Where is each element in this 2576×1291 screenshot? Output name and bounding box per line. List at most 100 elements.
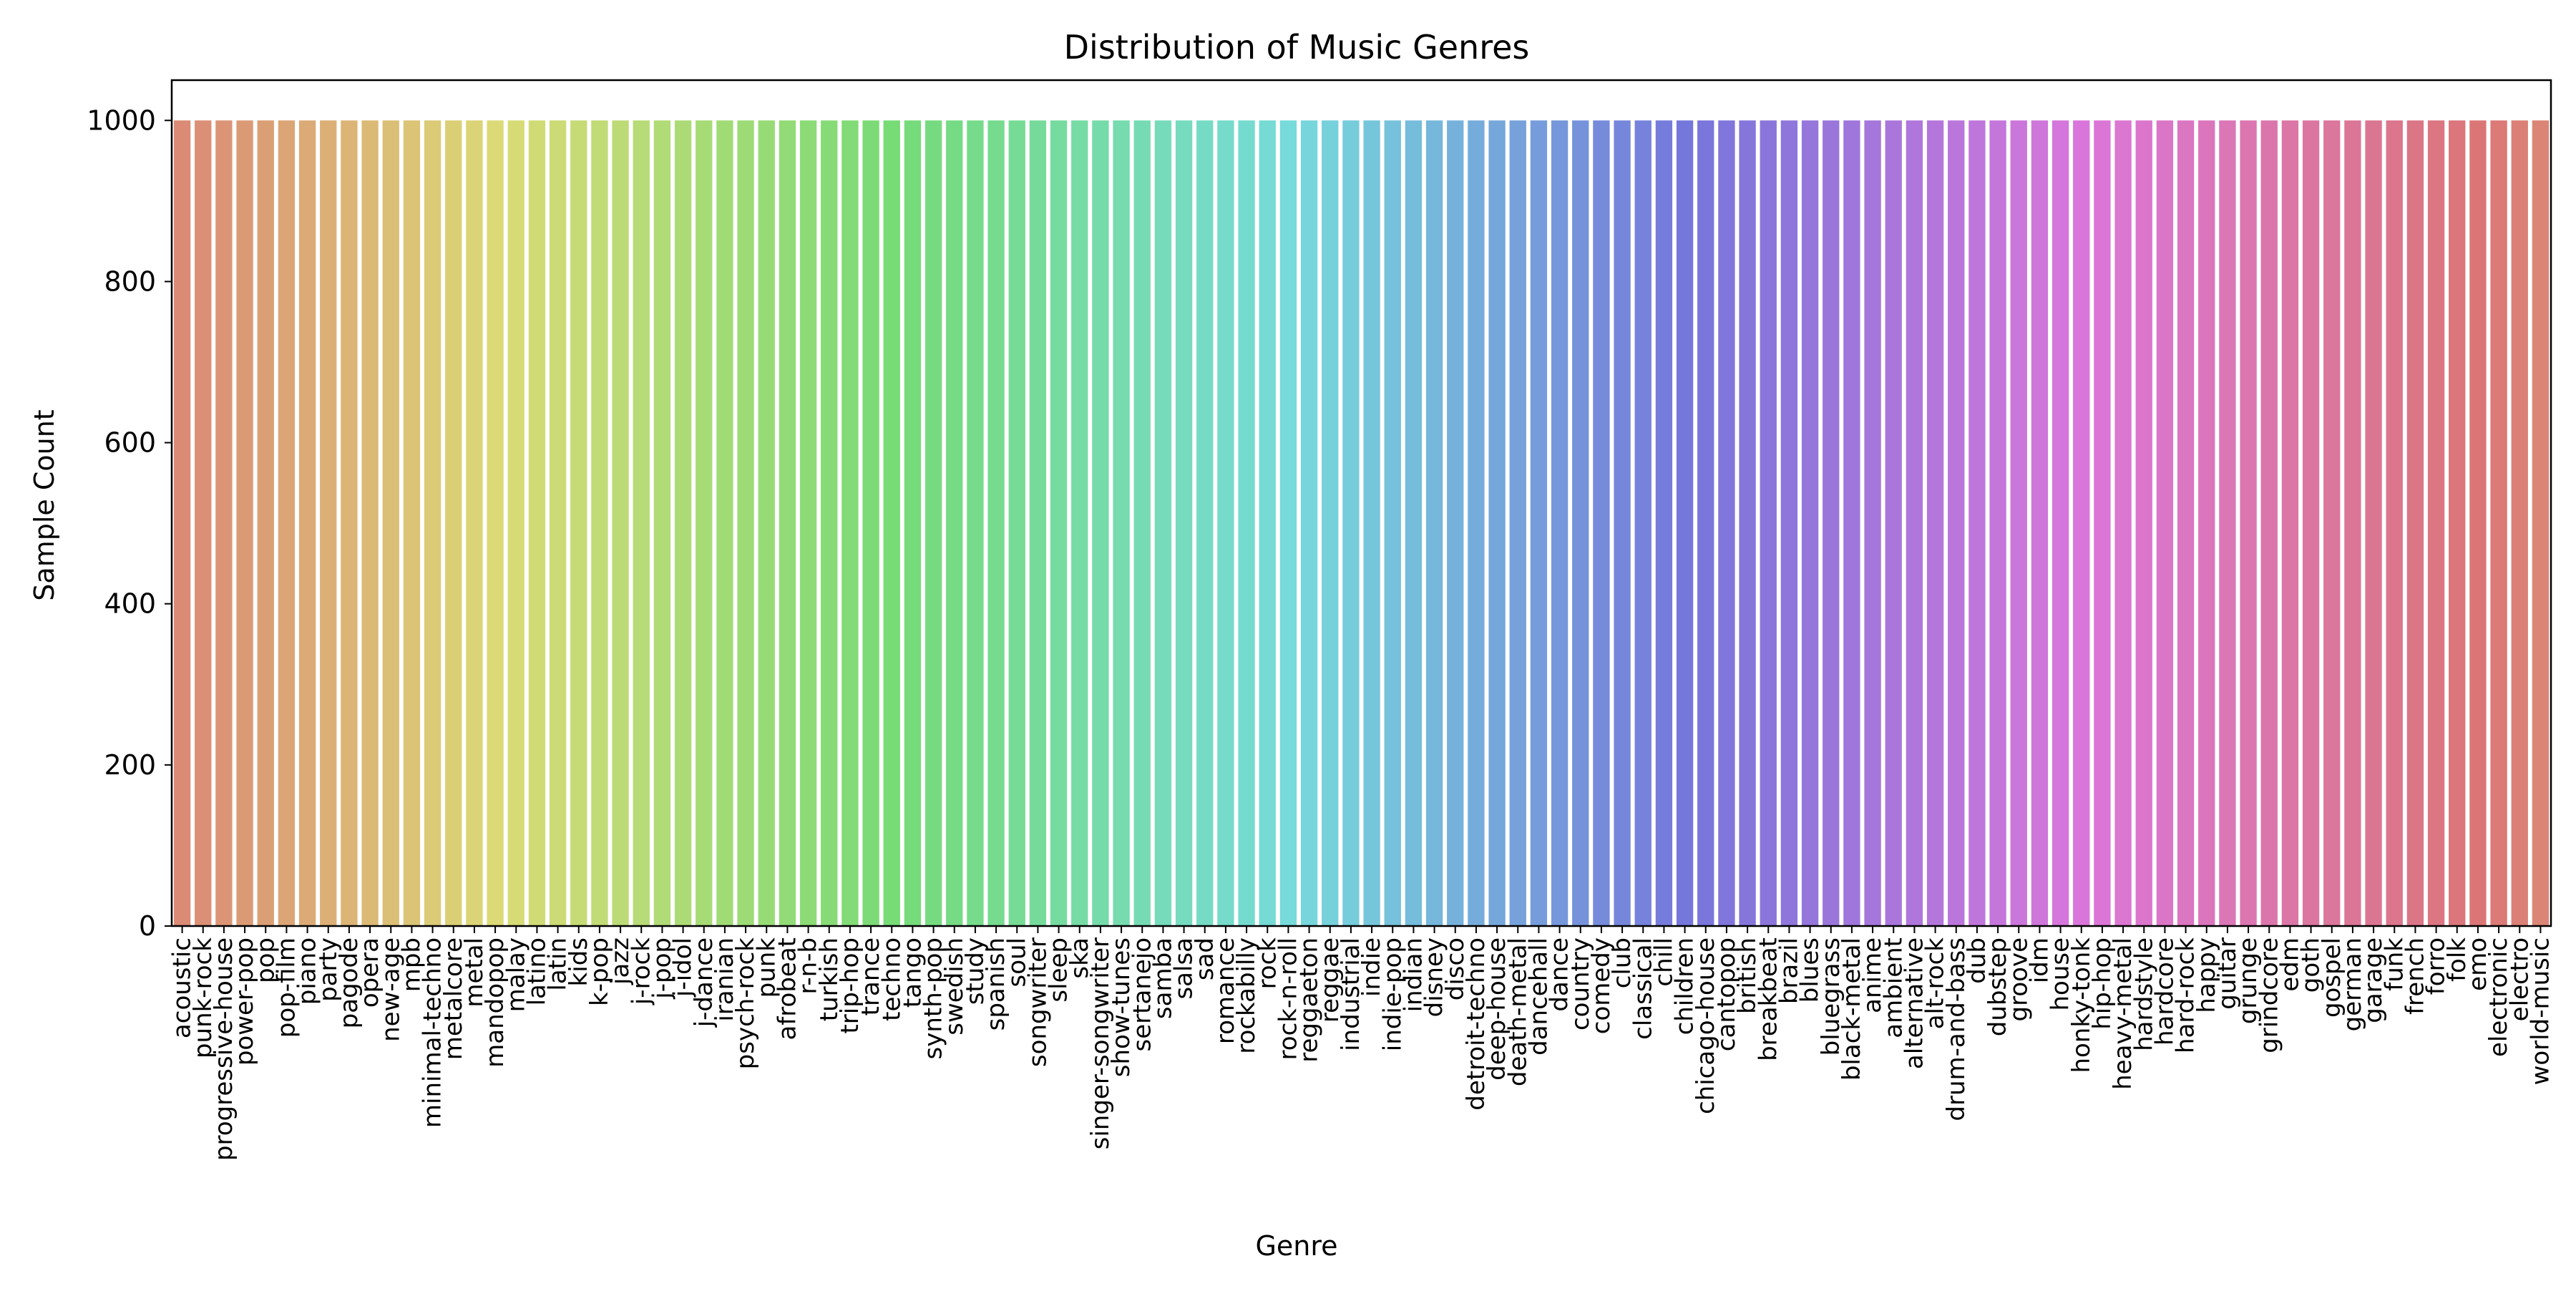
x-tick-label: electro bbox=[2505, 937, 2534, 1021]
bar-iranian bbox=[716, 120, 733, 926]
y-tick-label: 200 bbox=[104, 749, 156, 781]
x-tick-label: singer-songwriter bbox=[1086, 937, 1115, 1149]
x-tick-label: malay bbox=[502, 937, 530, 1012]
bar-trip-hop bbox=[841, 120, 859, 926]
x-tick-label: black-metal bbox=[1838, 937, 1866, 1081]
x-tick-label: death-metal bbox=[1503, 937, 1532, 1086]
plot-frame bbox=[170, 79, 2552, 927]
x-tick-label: breakbeat bbox=[1754, 937, 1782, 1061]
bar-power-pop bbox=[236, 120, 253, 926]
bar-j-dance bbox=[696, 120, 713, 926]
bar-comedy bbox=[1593, 120, 1610, 926]
bar-groove bbox=[2010, 120, 2027, 926]
bar-minimal-techno bbox=[424, 120, 441, 926]
x-tick-label: detroit-techno bbox=[1462, 937, 1491, 1111]
y-tick-label: 600 bbox=[104, 427, 156, 459]
bar-j-pop bbox=[653, 120, 671, 926]
x-tick-label: british bbox=[1733, 937, 1762, 1014]
x-tick-label: piano bbox=[293, 937, 322, 1005]
bar-forro bbox=[2427, 120, 2445, 926]
bar-rock-n-roll bbox=[1279, 120, 1297, 926]
bar-indian bbox=[1405, 120, 1423, 926]
x-tick-label: pagode bbox=[335, 937, 364, 1028]
bar-salsa bbox=[1175, 120, 1193, 926]
bar-j-rock bbox=[633, 120, 650, 926]
x-tick-label: world-music bbox=[2526, 937, 2555, 1085]
x-tick-label: tango bbox=[898, 937, 927, 1008]
x-tick-label: indie-pop bbox=[1378, 937, 1407, 1051]
x-tick-label: groove bbox=[2004, 937, 2033, 1021]
bar-hard-rock bbox=[2177, 120, 2195, 926]
bar-house bbox=[2051, 120, 2069, 926]
bar-pop-film bbox=[278, 120, 296, 926]
bar-grindcore bbox=[2260, 120, 2278, 926]
x-axis: acousticpunk-rockprogressive-housepower-… bbox=[168, 926, 2555, 1161]
x-tick-label: hard-rock bbox=[2172, 937, 2200, 1053]
bar-industrial bbox=[1342, 120, 1360, 926]
bar-alt-rock bbox=[1926, 120, 1944, 926]
bar-country bbox=[1572, 120, 1589, 926]
x-tick-label: songwriter bbox=[1023, 937, 1052, 1067]
bar-guitar bbox=[2219, 120, 2236, 926]
bar-songwriter bbox=[1029, 120, 1047, 926]
x-tick-label: synth-pop bbox=[919, 937, 948, 1060]
bar-brazil bbox=[1780, 120, 1798, 926]
bar-idm bbox=[2031, 120, 2049, 926]
bar-indie-pop bbox=[1384, 120, 1401, 926]
chart-title: Distribution of Music Genres bbox=[1064, 28, 1530, 67]
x-tick-label: country bbox=[1566, 937, 1595, 1031]
x-tick-label: brazil bbox=[1775, 937, 1803, 1004]
x-tick-label: k-pop bbox=[585, 937, 614, 1006]
x-tick-label: romance bbox=[1211, 937, 1240, 1044]
y-tick-label: 1000 bbox=[87, 104, 156, 136]
bar-pop bbox=[257, 120, 274, 926]
bar-alternative bbox=[1906, 120, 1923, 926]
x-tick-label: classical bbox=[1629, 937, 1657, 1040]
x-tick-label: rock-n-roll bbox=[1274, 937, 1302, 1060]
y-axis-label: Sample Count bbox=[29, 409, 60, 600]
bar-british bbox=[1739, 120, 1756, 926]
x-tick-label: chicago-house bbox=[1692, 937, 1720, 1114]
bar-deep-house bbox=[1488, 120, 1506, 926]
x-tick-label: hip-hop bbox=[2088, 937, 2117, 1030]
x-tick-label: guitar bbox=[2213, 937, 2242, 1010]
x-tick-label: forro bbox=[2422, 937, 2451, 995]
bar-punk-rock bbox=[195, 120, 212, 926]
x-tick-label: pop bbox=[251, 937, 280, 983]
bar-piano bbox=[298, 120, 316, 926]
x-tick-label: funk bbox=[2380, 937, 2409, 991]
bar-kids bbox=[570, 120, 587, 926]
y-tick-label: 800 bbox=[104, 265, 156, 297]
x-tick-label: power-pop bbox=[230, 937, 259, 1066]
x-tick-label: cantopop bbox=[1712, 937, 1741, 1051]
x-tick-label: hardstyle bbox=[2129, 937, 2158, 1051]
bar-electro bbox=[2511, 120, 2528, 926]
bar-romance bbox=[1217, 120, 1234, 926]
x-tick-label: alternative bbox=[1900, 937, 1928, 1069]
bar-pagode bbox=[341, 120, 358, 926]
x-tick-label: german bbox=[2338, 937, 2367, 1031]
bar-jazz bbox=[612, 120, 629, 926]
x-tick-label: hardcore bbox=[2150, 937, 2179, 1046]
bar-hardcore bbox=[2156, 120, 2174, 926]
x-tick-label: grunge bbox=[2234, 937, 2263, 1024]
x-tick-label: comedy bbox=[1587, 937, 1616, 1034]
x-tick-label: garage bbox=[2359, 937, 2388, 1023]
bar-metalcore bbox=[445, 120, 462, 926]
bar-world-music bbox=[2532, 120, 2550, 926]
x-tick-label: dubstep bbox=[1984, 937, 2012, 1036]
x-tick-label: kids bbox=[565, 937, 593, 986]
bar-dubstep bbox=[1989, 120, 2006, 926]
x-tick-label: folk bbox=[2443, 937, 2472, 982]
bar-electronic bbox=[2490, 120, 2507, 926]
bar-club bbox=[1614, 120, 1631, 926]
x-tick-label: idm bbox=[2025, 937, 2054, 983]
x-tick-label: psych-rock bbox=[731, 937, 760, 1070]
x-tick-label: latin bbox=[544, 937, 572, 991]
bar-reggae bbox=[1322, 120, 1339, 926]
bar-disco bbox=[1447, 120, 1464, 926]
bar-synth-pop bbox=[924, 120, 942, 926]
bar-reggaeton bbox=[1300, 120, 1318, 926]
